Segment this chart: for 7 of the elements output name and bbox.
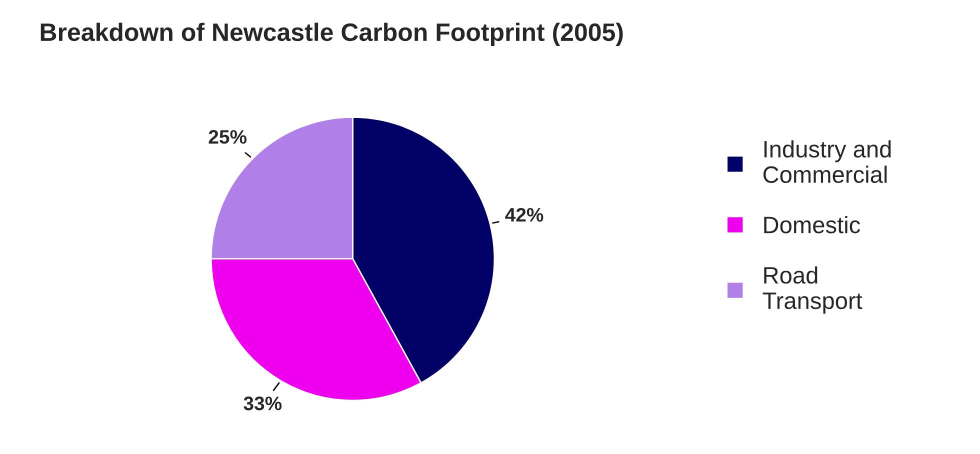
data-label: 33% — [244, 396, 282, 410]
legend-label: Road Transport — [762, 266, 862, 314]
data-label: 42% — [505, 208, 544, 222]
chart-title: Breakdown of Newcastle Carbon Footprint (2005) — [40, 22, 623, 46]
legend-label: Domestic — [764, 216, 860, 234]
legend-label: Industry and Commercial — [763, 140, 891, 183]
data-label: 25% — [208, 130, 247, 144]
